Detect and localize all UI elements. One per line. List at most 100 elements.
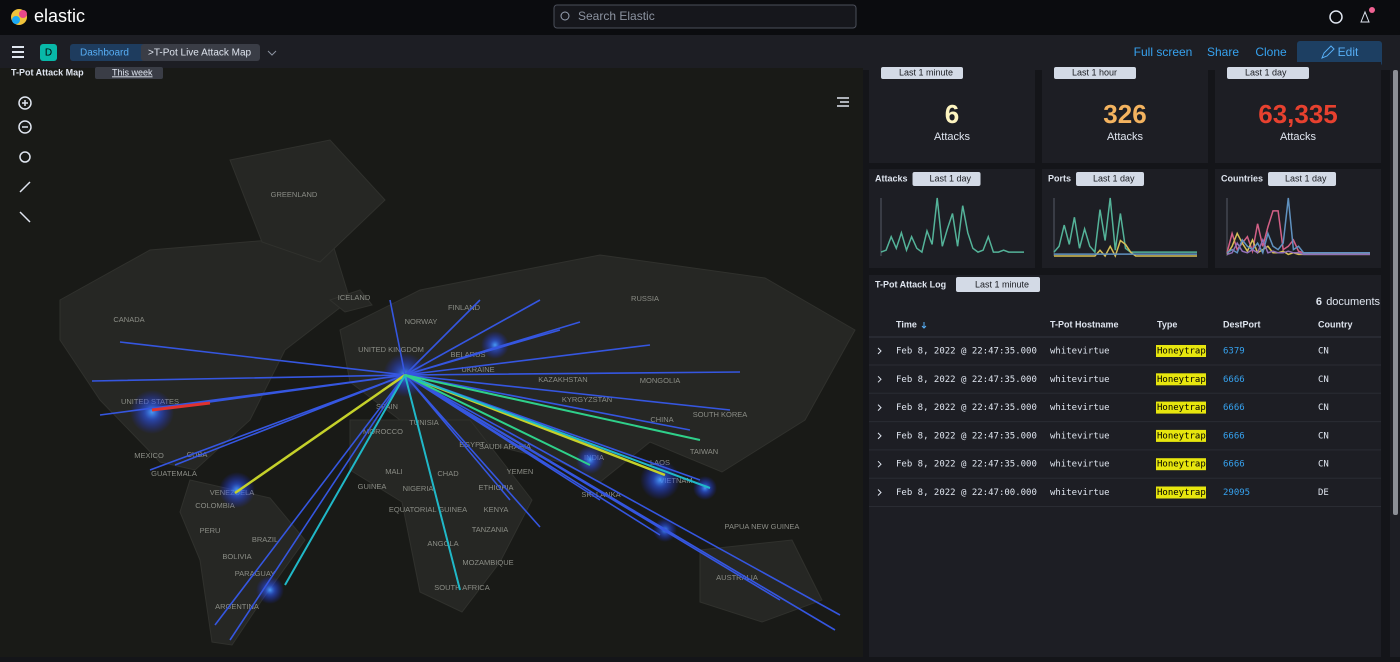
map-label: BOLIVIA [222, 552, 251, 561]
action[interactable]: Clone [1255, 45, 1287, 59]
time-badge-label[interactable]: Last 1 minute [975, 279, 1029, 289]
expand-toggle[interactable] [877, 347, 882, 355]
map-label: BRAZIL [252, 535, 278, 544]
cell[interactable]: 6379 [1223, 347, 1245, 357]
cell[interactable]: 6666 [1223, 431, 1245, 441]
edit-button[interactable] [1297, 41, 1382, 66]
map-controls [18, 96, 849, 223]
glow [256, 576, 284, 604]
attack-line [404, 374, 701, 466]
map-label: UNITED KINGDOM [358, 345, 424, 354]
glow [219, 472, 255, 508]
column-header[interactable]: Country [1318, 319, 1353, 329]
time-badge[interactable] [1268, 172, 1337, 186]
cell: Honeytrap [1157, 375, 1206, 385]
sparkline-title: Countries [1221, 173, 1263, 183]
time-badge-label[interactable]: Last 1 minute [899, 67, 953, 77]
help-icon[interactable] [1329, 10, 1343, 24]
time-badge[interactable] [1054, 67, 1136, 79]
map-label: BELARUS [450, 350, 485, 359]
cell: Feb 8, 2022 @ 22:47:00.000 [896, 488, 1037, 498]
layers[interactable] [837, 97, 849, 107]
map-label: EGYPT [459, 440, 485, 449]
chevron[interactable] [267, 50, 277, 56]
cell[interactable]: 6666 [1223, 375, 1245, 385]
expand-toggle[interactable] [877, 489, 882, 496]
logo-part [12, 16, 20, 24]
map-label: PERU [200, 526, 221, 535]
time-badge-label[interactable]: Last 1 hour [1072, 67, 1117, 77]
time-badge-label[interactable]: This week [112, 67, 153, 77]
expand-toggle[interactable] [877, 375, 882, 383]
cell: Feb 8, 2022 @ 22:47:35.000 [896, 460, 1037, 470]
highlight [1156, 373, 1206, 386]
time-badge-label[interactable]: Last 1 day [930, 173, 972, 183]
action[interactable]: Full screen [1134, 45, 1193, 59]
search-box[interactable] [553, 4, 857, 29]
time-badge[interactable] [95, 67, 163, 79]
time-badge-label[interactable]: Last 1 day [1245, 67, 1287, 77]
sparkline [1226, 237, 1370, 256]
cell[interactable]: 6666 [1223, 403, 1245, 413]
map-title: T-Pot Attack Map [11, 67, 84, 77]
map-label: ETHIOPIA [478, 483, 513, 492]
scroll-thumb[interactable] [1393, 70, 1398, 515]
column-header[interactable]: DestPort [1223, 319, 1261, 329]
cell: Feb 8, 2022 @ 22:47:35.000 [896, 347, 1037, 357]
highlight [1156, 429, 1206, 442]
breadcrumb-bg[interactable] [70, 44, 146, 61]
expand-toggle[interactable] [877, 460, 882, 468]
space-letter: D [45, 48, 52, 59]
time-badge[interactable] [956, 277, 1040, 292]
map-label: UKRAINE [461, 365, 494, 374]
brand: elastic [34, 6, 85, 26]
column-header[interactable]: Time [896, 319, 917, 329]
space-avatar[interactable] [40, 44, 57, 61]
time-badge-label[interactable]: Last 1 day [1285, 173, 1327, 183]
time-badge[interactable] [912, 172, 981, 186]
map-label: CHINA [650, 415, 673, 424]
map-label: PAPUA NEW GUINEA [725, 522, 800, 531]
column-header[interactable]: Type [1157, 319, 1177, 329]
time-badge[interactable] [1076, 172, 1145, 186]
zoom-out[interactable] [18, 120, 32, 134]
time-badge-label[interactable]: Last 1 day [1093, 173, 1135, 183]
map-label: ICELAND [338, 293, 371, 302]
tools[interactable] [19, 211, 31, 223]
search-placeholder: Search Elastic [578, 9, 655, 23]
map-label: MOZAMBIQUE [462, 558, 513, 567]
news-icon[interactable] [1360, 10, 1370, 23]
column-header[interactable]: T-Pot Hostname [1050, 319, 1119, 329]
map-label: TAIWAN [690, 447, 718, 456]
sparkline [1053, 197, 1197, 254]
breadcrumb: >T-Pot Live Attack Map [148, 48, 252, 59]
map-label: SOUTH AFRICA [434, 583, 489, 592]
cell: CN [1318, 431, 1329, 441]
attack-line [91, 299, 841, 641]
cell: whitevirtue [1050, 375, 1110, 385]
action[interactable]: Share [1207, 45, 1239, 59]
sparkline-title: Ports [1048, 173, 1071, 183]
map-label: COLOMBIA [195, 501, 235, 510]
time-badge[interactable] [1227, 67, 1309, 79]
highlight [1156, 486, 1206, 499]
map-label: MONGOLIA [640, 376, 680, 385]
fit[interactable] [19, 181, 31, 193]
map-label: NIGERIA [403, 484, 434, 493]
expand-toggle[interactable] [877, 404, 882, 411]
zoom-in[interactable] [18, 96, 32, 110]
cell[interactable]: 6666 [1223, 460, 1245, 470]
map-header [0, 68, 863, 80]
breadcrumb[interactable]: Dashboard [80, 48, 129, 59]
map-label: GUINEA [358, 482, 387, 491]
sparkline [880, 197, 1024, 254]
edit-label[interactable]: Edit [1338, 45, 1359, 59]
continent [328, 289, 373, 313]
locate[interactable] [19, 151, 31, 163]
map-label: GUATEMALA [151, 469, 197, 478]
news-dot [1369, 7, 1375, 13]
expand-toggle[interactable] [877, 432, 882, 440]
time-badge[interactable] [881, 67, 963, 79]
menu-icon[interactable] [12, 46, 24, 58]
cell[interactable]: 29095 [1223, 488, 1250, 498]
